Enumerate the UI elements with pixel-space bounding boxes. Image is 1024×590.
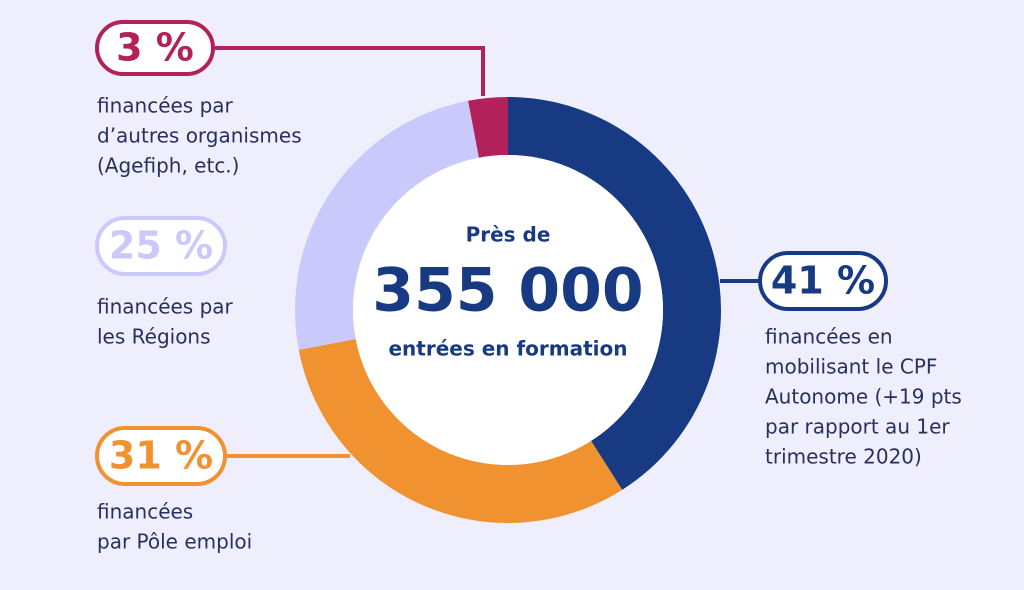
category-label: d’autres organismes (97, 124, 302, 148)
donut-segment (295, 100, 479, 350)
donut-segment (508, 97, 721, 490)
value-label: 25 % (109, 224, 213, 268)
label-box (758, 251, 888, 311)
category-label: financées en (765, 325, 893, 349)
category-label: par Pôle emploi (97, 530, 252, 554)
label-box (95, 426, 227, 486)
category-label: financées (97, 500, 193, 524)
category-label: financées par (97, 94, 234, 118)
center-text: entrées en formation (388, 337, 627, 361)
category-label: financées par (97, 295, 234, 319)
category-label: par rapport au 1er (765, 415, 950, 439)
label-box (95, 20, 215, 76)
value-label: 3 % (116, 26, 194, 70)
category-label: trimestre 2020) (765, 445, 922, 469)
donut-hole (353, 155, 663, 465)
donut-segment (468, 97, 508, 158)
center-value: 355 000 (372, 256, 643, 326)
center-text: Près de (466, 223, 551, 247)
category-label: mobilisant le CPF (765, 355, 937, 379)
donut-segment (298, 339, 623, 523)
value-label: 41 % (771, 259, 875, 303)
label-box (95, 216, 227, 276)
value-label: 31 % (109, 434, 213, 478)
category-label: (Agefiph, etc.) (97, 154, 239, 178)
category-label: Autonome (+19 pts (765, 385, 962, 409)
category-label: les Régions (97, 325, 211, 349)
connector (213, 46, 485, 96)
